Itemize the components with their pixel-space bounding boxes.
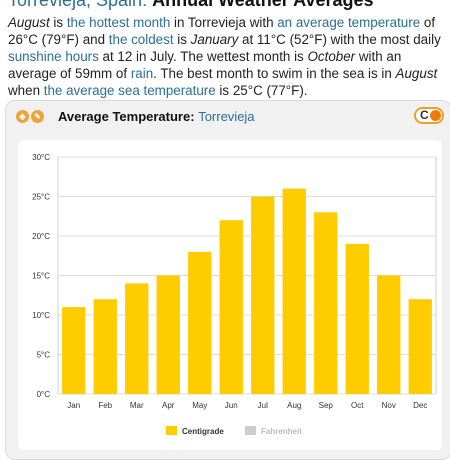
bar-apr bbox=[156, 275, 180, 394]
temperature-bar-chart: 0°C 5°C 10°C 15°C 20°C 25°C 30°C Jan Feb Mar Apr M… bbox=[18, 140, 442, 450]
bar-dec bbox=[408, 299, 432, 394]
legend-swatch-centigrade bbox=[166, 426, 177, 435]
y-tick-label: 10°C bbox=[32, 311, 50, 320]
legend-swatch-fahrenheit bbox=[245, 426, 256, 435]
bar-jan bbox=[62, 307, 86, 394]
intro-text: . The best month to swim in the sea is i… bbox=[153, 66, 396, 81]
legend-label-fahrenheit: Fahrenheit bbox=[261, 427, 302, 436]
x-tick-label: Jan bbox=[67, 401, 80, 410]
intro-text: at 12 in July. The wettest month is bbox=[98, 49, 308, 64]
link-coldest[interactable]: the coldest bbox=[108, 32, 174, 47]
x-tick-label: Feb bbox=[98, 401, 112, 410]
intro-hottest-month: August bbox=[8, 15, 50, 30]
x-tick-label: Nov bbox=[382, 401, 396, 410]
unit-toggle-label: C bbox=[420, 108, 429, 122]
card-header: ◆ ✎ Average Temperature: Torrevieja C bbox=[16, 107, 446, 127]
y-tick-label: 25°C bbox=[32, 193, 50, 202]
legend-label-centigrade: Centigrade bbox=[182, 427, 224, 436]
x-tick-label: Aug bbox=[287, 401, 301, 410]
link-sea-temperature[interactable]: the average sea temperature bbox=[43, 83, 216, 98]
intro-text: of 26°C (79°F) and bbox=[8, 15, 436, 47]
intro-text: with an average of 59mm of bbox=[8, 49, 402, 81]
link-hottest-month[interactable]: the hottest month bbox=[66, 15, 171, 30]
page-heading: Torrevieja, Spain: Annual Weather Averag… bbox=[8, 0, 374, 11]
intro-paragraph: August is the hottest month in Torreviej… bbox=[8, 14, 444, 99]
y-tick-label: 30°C bbox=[32, 153, 50, 162]
bar-jul bbox=[251, 196, 275, 394]
intro-text: when bbox=[8, 83, 44, 98]
intro-text: at 11°C (52°F) with the most daily bbox=[238, 32, 441, 47]
x-tick-label: Mar bbox=[130, 401, 144, 410]
x-tick-label: Jul bbox=[258, 401, 268, 410]
bar-may bbox=[188, 251, 212, 394]
bar-jun bbox=[219, 220, 243, 394]
x-tick-label: Jun bbox=[225, 401, 238, 410]
x-tick-label: Dec bbox=[413, 401, 427, 410]
link-rain[interactable]: rain bbox=[130, 66, 154, 81]
bar-sep bbox=[314, 212, 338, 394]
x-tick-label: Sep bbox=[319, 401, 334, 410]
intro-coldest-month: January bbox=[190, 32, 239, 47]
unit-toggle[interactable]: C bbox=[414, 107, 444, 124]
y-tick-label: 0°C bbox=[37, 390, 51, 399]
bar-aug bbox=[282, 188, 306, 394]
x-tick-label: May bbox=[192, 401, 207, 410]
unit-toggle-knob bbox=[430, 110, 441, 121]
bar-nov bbox=[377, 275, 401, 394]
intro-wettest-month: October bbox=[307, 49, 356, 64]
intro-text: is bbox=[173, 32, 191, 47]
intro-text: is bbox=[49, 15, 67, 30]
link-sunshine-hours[interactable]: sunshine hours bbox=[8, 49, 99, 64]
intro-text: in Torrevieja with bbox=[170, 15, 278, 30]
heading-place-link[interactable]: Torrevieja, Spain: bbox=[8, 0, 148, 10]
bar-oct bbox=[345, 243, 369, 394]
card-title-location[interactable]: Torrevieja bbox=[198, 109, 255, 124]
intro-text: is 25°C (77°F). bbox=[215, 83, 308, 98]
y-tick-label: 20°C bbox=[32, 232, 50, 241]
y-tick-label: 5°C bbox=[37, 351, 51, 360]
card-title: Average Temperature: Torrevieja bbox=[58, 109, 255, 124]
bar-feb bbox=[93, 299, 117, 394]
bar-mar bbox=[125, 283, 149, 394]
card-title-text: Average Temperature: bbox=[58, 109, 195, 124]
chart-options-icon[interactable]: ◆ bbox=[16, 110, 29, 123]
y-tick-label: 15°C bbox=[32, 272, 50, 281]
x-tick-label: Oct bbox=[351, 401, 364, 410]
intro-swim-month: August bbox=[395, 66, 438, 81]
heading-title: Annual Weather Averages bbox=[152, 0, 374, 10]
comment-icon[interactable]: ✎ bbox=[31, 110, 44, 123]
x-tick-label: Apr bbox=[162, 401, 175, 410]
link-average-temperature[interactable]: an average temperature bbox=[277, 15, 421, 30]
